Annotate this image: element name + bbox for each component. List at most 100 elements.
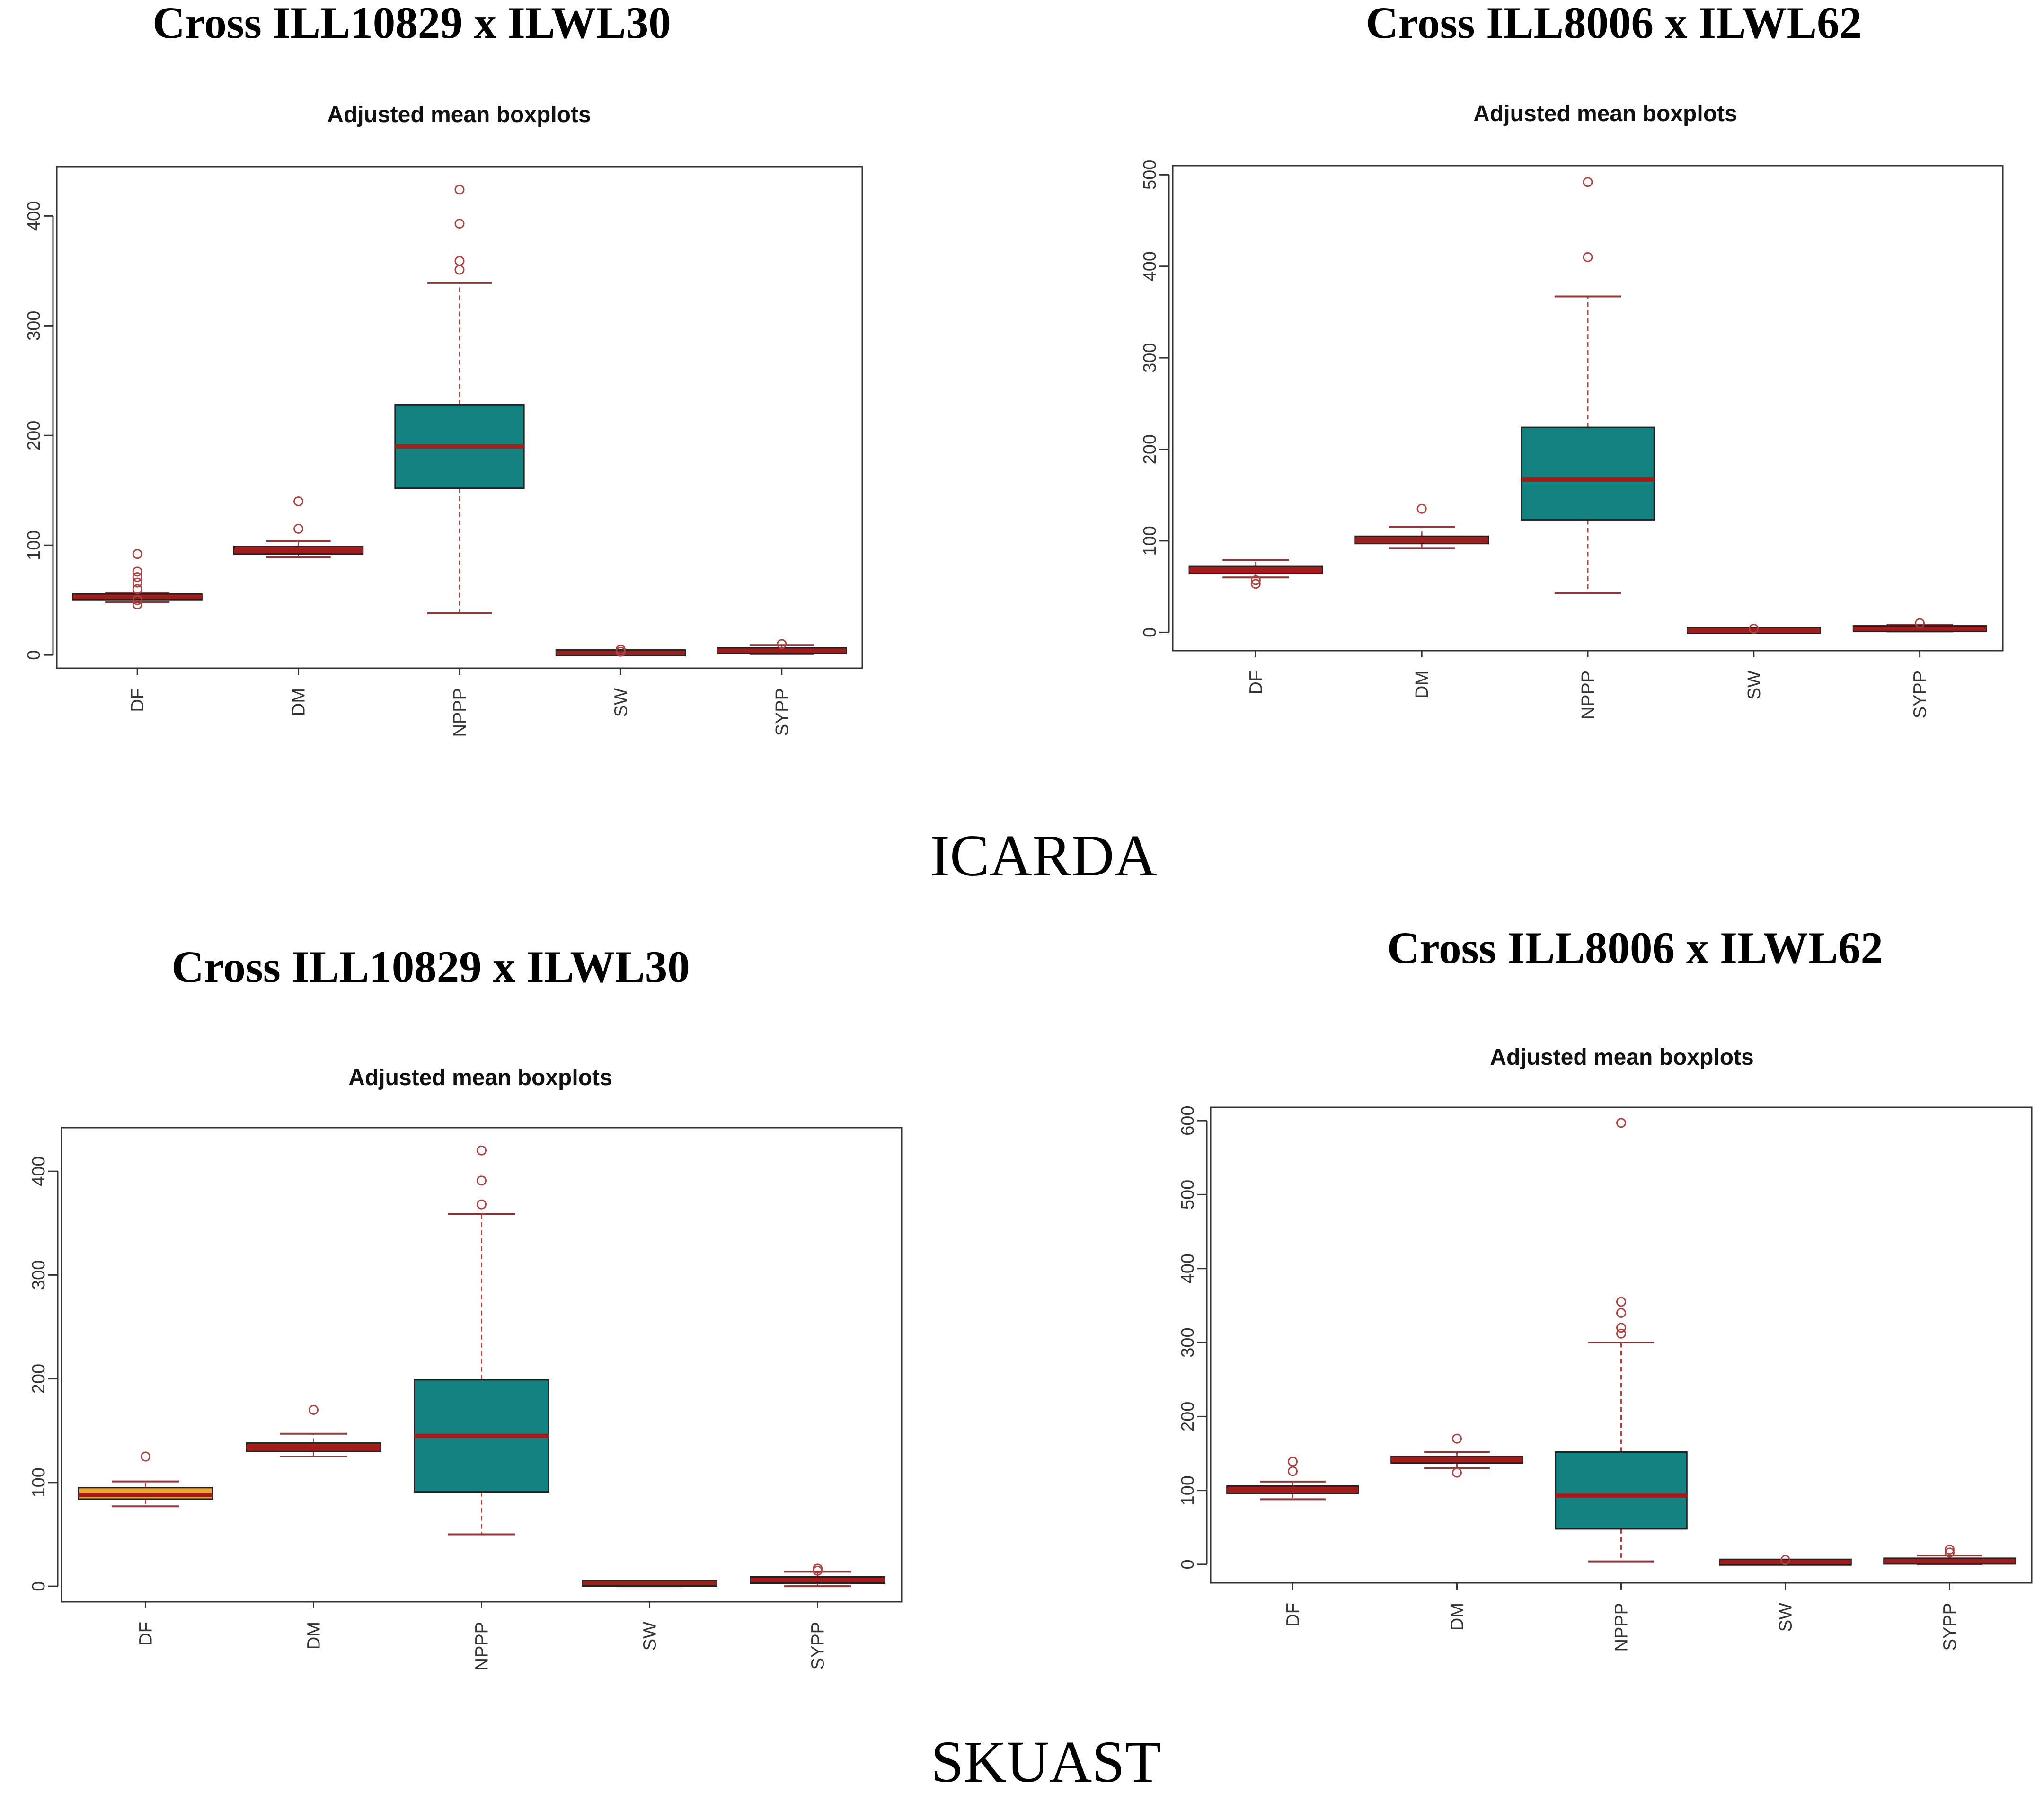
category-label: NPPP [472, 1622, 492, 1670]
y-tick-label: 0 [1178, 1559, 1198, 1569]
outlier-point [454, 219, 465, 229]
panel-icarda-cross-ill8006: Cross ILL8006 x ILWL62 Adjusted mean box… [1140, 0, 2004, 719]
outlier-point [813, 1563, 823, 1574]
outlier-point [1915, 618, 1925, 628]
box-sw: SW [555, 645, 686, 717]
panel-skuast-cross-ill8006: Cross ILL8006 x ILWL62 Adjusted mean box… [1178, 923, 2033, 1652]
category-label: DM [1448, 1603, 1468, 1631]
box-plot-area: 0 100 200 300 400 DF DM NPPP SW SYPP [29, 1127, 903, 1670]
category-label: DM [289, 688, 309, 716]
y-tick-label: 0 [24, 650, 44, 660]
outlier-point [1250, 579, 1261, 589]
y-tick-label: 300 [1140, 343, 1160, 372]
outlier-point [1288, 1457, 1298, 1467]
outlier-point [293, 523, 304, 534]
category-label: DF [136, 1622, 156, 1646]
box-nppp: NPPP [1521, 177, 1655, 719]
y-tick-label: 300 [1178, 1327, 1198, 1357]
outlier-point [1250, 575, 1261, 585]
y-tick-label: 0 [29, 1581, 49, 1591]
category-label: NPPP [450, 688, 470, 737]
outlier-point [477, 1199, 487, 1210]
category-label: DM [1412, 671, 1432, 698]
outlier-point [1288, 1466, 1298, 1476]
y-tick-label: 500 [1140, 160, 1160, 190]
cross-title: Cross ILL8006 x ILWL62 [1366, 0, 1862, 48]
y-tick-label: 400 [1140, 251, 1160, 281]
outlier-point [1616, 1323, 1626, 1333]
box-dm: DM [246, 1404, 381, 1650]
cross-title: Cross ILL10829 x ILWL30 [152, 0, 671, 48]
outlier-point [309, 1404, 319, 1415]
box-dm: DM [1354, 503, 1489, 698]
outlier-point [1616, 1328, 1626, 1339]
outlier-point [132, 566, 142, 577]
y-tick-label: 200 [29, 1364, 49, 1394]
box-sw: SW [1686, 624, 1821, 699]
plot-title: Adjusted mean boxplots [1473, 101, 1737, 126]
outlier-point [615, 645, 626, 655]
box-df: DF [72, 549, 203, 712]
y-tick-label: 0 [1140, 627, 1160, 637]
category-label: SW [611, 688, 631, 717]
box-nppp: NPPP [394, 185, 525, 737]
outlier-point [1616, 1308, 1626, 1318]
box-nppp: NPPP [414, 1145, 549, 1670]
box-sypp: SYPP [750, 1563, 885, 1669]
outlier-point [454, 256, 465, 266]
y-tick-label: 300 [24, 311, 44, 341]
y-tick-label: 100 [1178, 1475, 1198, 1505]
category-label: DF [128, 688, 148, 712]
category-label: SW [1776, 1603, 1796, 1632]
category-label: DF [1283, 1603, 1303, 1627]
y-tick-label: 300 [29, 1260, 49, 1290]
box-df: DF [78, 1451, 213, 1646]
category-label: SYPP [808, 1622, 828, 1669]
outlier-point [777, 639, 787, 649]
box-sypp: SYPP [717, 639, 847, 736]
outlier-point [1452, 1467, 1462, 1478]
outlier-point [1452, 1433, 1462, 1444]
outlier-point [132, 549, 142, 559]
cross-title: Cross ILL10829 x ILWL30 [171, 942, 690, 992]
outlier-point [132, 584, 142, 594]
section-label-icarda: ICARDA [930, 823, 1157, 889]
outlier-point [1616, 1297, 1626, 1307]
y-tick-label: 400 [1178, 1254, 1198, 1283]
outlier-point [132, 572, 142, 582]
cross-title: Cross ILL8006 x ILWL62 [1387, 923, 1883, 973]
outlier-point [1780, 1555, 1790, 1565]
category-label: DF [1246, 671, 1266, 695]
box-plot-area: 0 100 200 300 400 500 DF DM NPPP SW SYPP [1140, 160, 2004, 719]
box-sw: SW [1719, 1555, 1852, 1632]
box-df: DF [1188, 559, 1323, 695]
outlier-point [454, 185, 465, 195]
box-body [1521, 426, 1655, 521]
section-label-skuast: SKUAST [931, 1730, 1161, 1793]
box-body [1555, 1451, 1688, 1530]
outlier-point [1416, 503, 1427, 514]
outlier-point [1583, 177, 1593, 187]
box-nppp: NPPP [1555, 1118, 1688, 1652]
category-label: SW [640, 1622, 660, 1651]
panel-icarda-cross-ill10829: Cross ILL10829 x ILWL30 Adjusted mean bo… [24, 0, 863, 737]
y-tick-label: 500 [1178, 1180, 1198, 1210]
y-tick-label: 200 [1140, 434, 1160, 464]
outlier-point [132, 577, 142, 588]
outlier-point [293, 496, 304, 506]
box-plot-area: 0 100 200 300 400 500 600 DF DM NPPP SW SYPP [1178, 1105, 2033, 1652]
outlier-point [1749, 624, 1759, 634]
category-label: NPPP [1612, 1603, 1632, 1652]
box-sw: SW [582, 1580, 717, 1651]
y-tick-label: 600 [1178, 1105, 1198, 1135]
y-tick-label: 400 [29, 1156, 49, 1186]
plot-title: Adjusted mean boxplots [1490, 1045, 1753, 1070]
outlier-point [141, 1451, 150, 1462]
box-dm: DM [1390, 1433, 1523, 1631]
y-tick-label: 400 [24, 201, 44, 231]
category-label: SYPP [1911, 671, 1930, 718]
box-plot-area: 0 100 200 300 400 DF DM NPPP SW SYPP [24, 166, 863, 737]
outlier-point [132, 599, 142, 609]
outlier-point [1945, 1545, 1955, 1555]
